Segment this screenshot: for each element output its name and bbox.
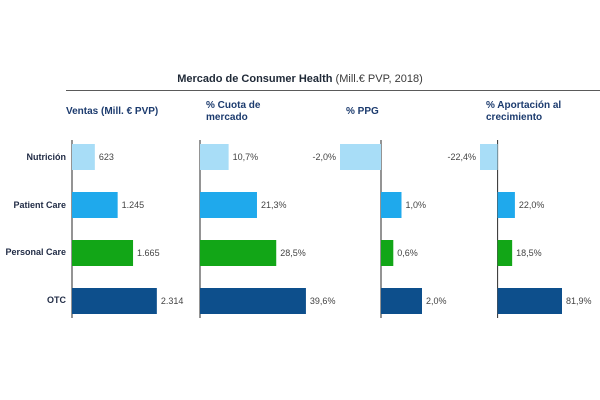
data-label-panel-3-otc: 2,0% xyxy=(426,296,447,306)
chart-subtitle: (Mill.€ PVP, 2018) xyxy=(335,73,423,85)
data-label-panel-1-patient-care: 1.245 xyxy=(122,200,145,210)
bar-panel-3-personal-care xyxy=(381,240,394,266)
chart-title-main: Mercado de Consumer Health xyxy=(177,73,333,85)
data-label-panel-1-personal-care: 1.665 xyxy=(137,248,160,258)
panel-title-cuota: % Cuota de mercado xyxy=(206,100,261,123)
data-label-panel-2-patient-care: 21,3% xyxy=(261,200,287,210)
chart-title: Mercado de Consumer Health (Mill.€ PVP, … xyxy=(0,73,600,85)
bar-panel-4-nutricion xyxy=(480,144,498,170)
bar-panel-1-personal-care xyxy=(72,240,134,266)
data-label-panel-1-nutricion: 623 xyxy=(99,152,114,162)
category-label-patient-care: Patient Care xyxy=(13,200,66,210)
data-label-panel-3-personal-care: 0,6% xyxy=(397,248,418,258)
data-label-panel-4-nutricion: -22,4% xyxy=(447,152,476,162)
bar-panel-3-otc xyxy=(381,288,422,314)
data-label-panel-3-patient-care: 1,0% xyxy=(406,200,427,210)
data-label-panel-4-otc: 81,9% xyxy=(566,296,592,306)
bar-panel-4-personal-care xyxy=(497,240,513,266)
category-label-personal-care: Personal Care xyxy=(5,247,66,257)
bar-panel-1-patient-care xyxy=(72,192,118,218)
data-label-panel-1-otc: 2.314 xyxy=(161,296,184,306)
bar-panel-1-otc xyxy=(72,288,157,314)
panel-title-ppg: % PPG xyxy=(346,106,379,117)
bar-panel-3-patient-care xyxy=(381,192,402,218)
data-label-panel-4-personal-care: 18,5% xyxy=(516,248,542,258)
bar-panel-1-nutricion xyxy=(72,144,95,170)
data-label-panel-2-personal-care: 28,5% xyxy=(280,248,306,258)
category-label-otc: OTC xyxy=(47,295,66,305)
data-label-panel-3-nutricion: -2,0% xyxy=(312,152,336,162)
panel-title-aportacion: % Aportación al crecimiento xyxy=(486,100,562,123)
bar-panel-3-nutricion xyxy=(340,144,381,170)
bar-panel-2-nutricion xyxy=(200,144,229,170)
data-label-panel-2-nutricion: 10,7% xyxy=(233,152,259,162)
title-underline xyxy=(66,90,600,91)
data-label-panel-2-otc: 39,6% xyxy=(310,296,336,306)
bar-panel-4-patient-care xyxy=(497,192,515,218)
bar-panel-2-otc xyxy=(200,288,306,314)
bar-panel-4-otc xyxy=(497,288,562,314)
category-label-nutricion: Nutrición xyxy=(26,152,67,162)
data-label-panel-4-patient-care: 22,0% xyxy=(519,200,545,210)
bar-panel-2-personal-care xyxy=(200,240,277,266)
bar-panel-2-patient-care xyxy=(200,192,257,218)
panel-title-ventas: Ventas (Mill. € PVP) xyxy=(66,106,159,117)
